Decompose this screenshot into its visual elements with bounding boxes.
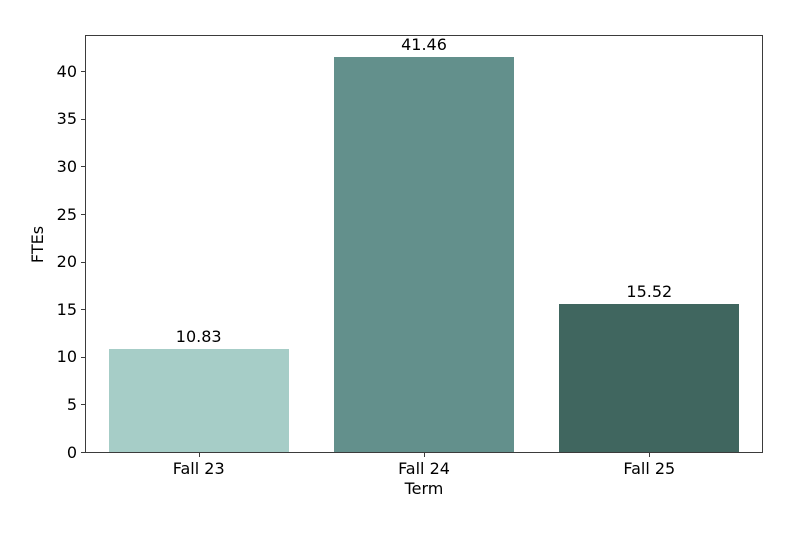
plot-area (85, 35, 763, 453)
bar-value-label: 41.46 (401, 35, 447, 55)
y-tick-label: 20 (56, 252, 77, 272)
y-tick-label: 0 (66, 442, 77, 462)
y-tick-label: 5 (66, 394, 77, 414)
y-tick-label: 10 (56, 347, 77, 367)
y-tick-label: 30 (56, 156, 77, 176)
y-tick-label: 15 (56, 299, 77, 319)
y-tick-mark (81, 261, 85, 263)
bar-fall-24 (333, 57, 515, 452)
x-axis-label: Term (404, 479, 444, 498)
bar-fall-23 (108, 348, 289, 452)
y-tick-mark (81, 214, 85, 215)
y-tick-label: 40 (56, 61, 77, 81)
y-tick-mark (81, 404, 85, 406)
y-axis-label: FTEs (26, 35, 50, 453)
y-tick-label: 35 (56, 109, 77, 129)
y-tick-mark (81, 452, 85, 453)
y-tick-mark (81, 356, 85, 358)
x-tick-label: Fall 25 (623, 459, 676, 478)
y-tick-mark (81, 71, 85, 73)
y-tick-mark (81, 309, 85, 311)
y-tick-label: 25 (56, 204, 77, 224)
y-tick-mark (81, 166, 85, 168)
bar-fall-25 (559, 304, 740, 452)
y-tick-mark (81, 118, 85, 120)
x-tick-label: Fall 24 (398, 459, 450, 478)
bar-value-label: 10.83 (175, 326, 222, 346)
bar-value-label: 15.52 (626, 282, 673, 302)
x-tick-mark (649, 453, 651, 457)
x-tick-mark (198, 453, 200, 457)
x-tick-mark (424, 453, 425, 457)
x-tick-label: Fall 23 (172, 459, 225, 478)
